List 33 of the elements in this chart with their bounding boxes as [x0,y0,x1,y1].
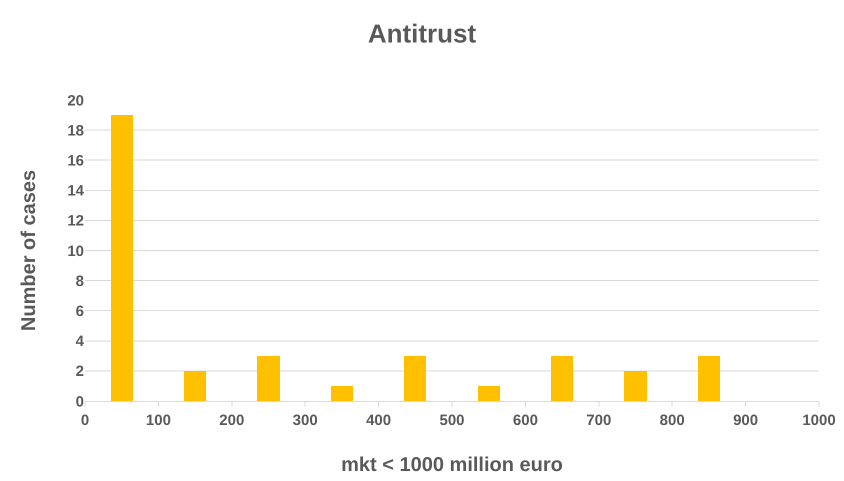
x-tick-label: 700 [586,412,612,429]
bar [184,371,206,401]
y-tick-label: 16 [67,152,84,170]
x-tick-label: 1000 [802,412,836,429]
y-tick-label: 18 [67,122,84,140]
y-tick-label: 12 [67,212,84,230]
chart-title: Antitrust [368,18,476,48]
bar [404,356,426,401]
y-tick-label: 10 [67,242,84,260]
y-tick-label: 4 [76,333,85,350]
x-tick-label: 200 [219,412,244,429]
x-tick-label: 500 [439,412,465,429]
y-tick-label: 14 [67,182,85,200]
bar [624,371,647,401]
x-tick-label: 900 [733,412,758,429]
y-tick-label: 6 [76,302,84,320]
bar [111,115,133,401]
x-tick-label: 400 [366,412,392,429]
bar [551,356,573,401]
x-tick-label: 600 [512,412,538,429]
bar [257,356,280,401]
bar [698,356,720,401]
x-tick-label: 300 [292,412,318,429]
x-tick-label: 800 [660,412,685,429]
x-axis-title: mkt < 1000 million euro [341,454,563,476]
y-tick-label: 2 [76,363,84,380]
y-tick-label: 0 [76,393,84,410]
bar [331,386,353,401]
y-axis-title: Number of cases [18,170,40,332]
y-tick-label: 8 [76,272,84,290]
y-tick-label: 20 [67,92,84,110]
bar [478,386,500,401]
x-tick-label: 100 [146,412,171,429]
